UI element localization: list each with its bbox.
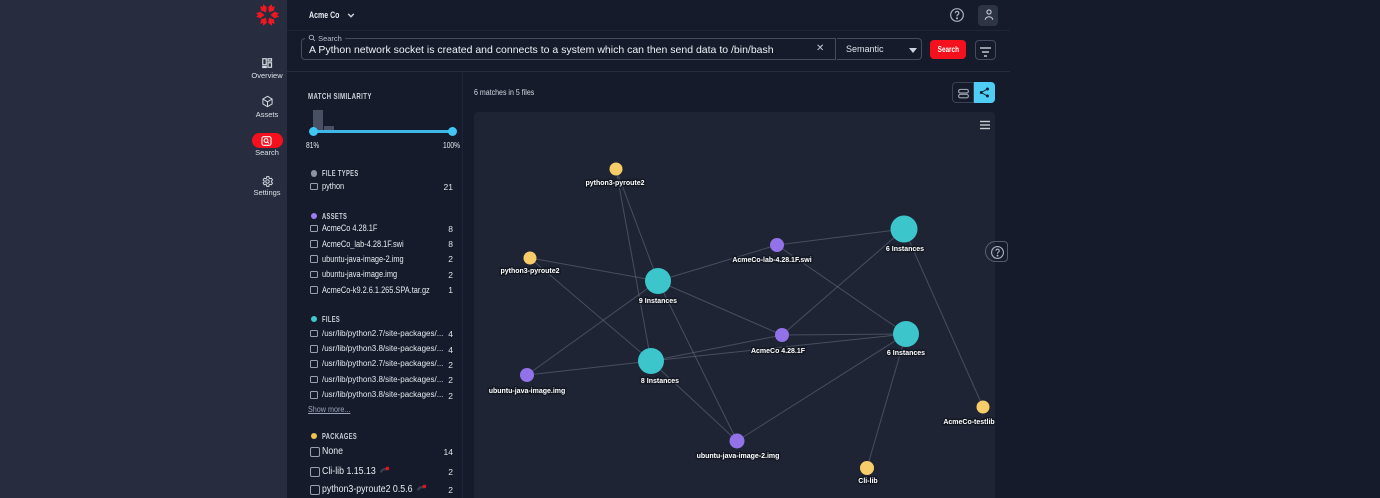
svg-text:8 Instances: 8 Instances	[641, 378, 679, 385]
svg-text:python3-pyroute2: python3-pyroute2	[585, 180, 644, 187]
svg-text:ubuntu-java-image.img: ubuntu-java-image.img	[489, 388, 566, 395]
svg-text:6 Instances: 6 Instances	[887, 350, 925, 357]
svg-text:6 Instances: 6 Instances	[886, 246, 924, 253]
svg-text:9 Instances: 9 Instances	[639, 298, 677, 305]
svg-text:Cli-lib: Cli-lib	[858, 478, 877, 485]
svg-text:AcmeCo-testlib: AcmeCo-testlib	[943, 419, 994, 426]
svg-text:ubuntu-java-image-2.img: ubuntu-java-image-2.img	[697, 453, 780, 460]
svg-text:AcmeCo 4.28.1F: AcmeCo 4.28.1F	[751, 348, 806, 355]
svg-text:AcmeCo-lab-4.28.1F.swi: AcmeCo-lab-4.28.1F.swi	[732, 257, 811, 264]
svg-text:python3-pyroute2: python3-pyroute2	[500, 268, 559, 275]
